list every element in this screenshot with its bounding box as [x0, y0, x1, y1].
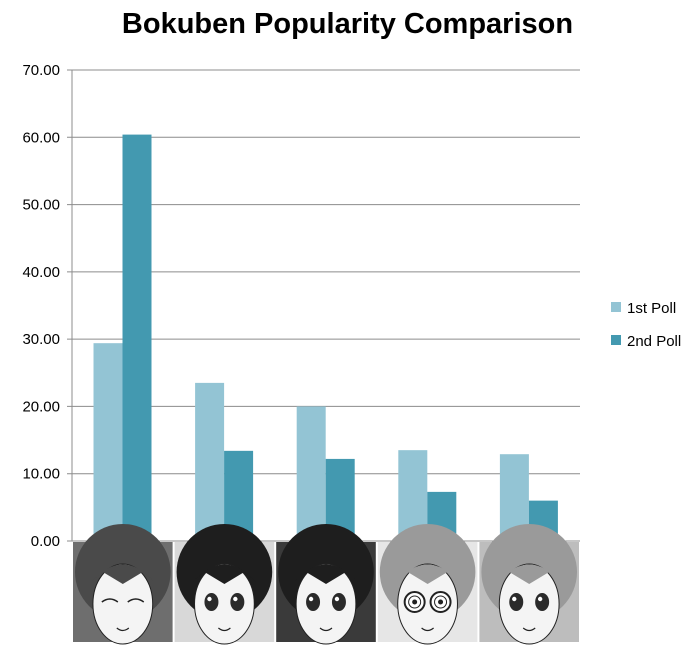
character-portrait-3-icon — [276, 524, 376, 645]
chart-title: Bokuben Popularity Comparison — [0, 8, 695, 41]
legend-swatch-2 — [611, 335, 621, 345]
y-tick-label: 20.00 — [22, 398, 60, 415]
character-portrait-4-icon — [377, 524, 478, 645]
legend-label-1: 1st Poll — [627, 300, 676, 317]
y-tick-label: 30.00 — [22, 331, 60, 348]
bar-1-3 — [296, 406, 326, 541]
y-tick-label: 60.00 — [22, 129, 60, 146]
y-axis-ticks: 0.00 10.00 20.00 30.00 40.00 50.00 60.00 70.00 — [22, 62, 60, 550]
y-tick-label: 0.00 — [31, 533, 60, 550]
y-tick-label: 10.00 — [22, 466, 60, 483]
legend-label-2: 2nd Poll — [627, 333, 681, 350]
y-tick-label: 70.00 — [22, 62, 60, 79]
bar-1-1 — [93, 343, 123, 541]
legend: 1st Poll 2nd Poll — [611, 300, 681, 350]
bars — [93, 134, 558, 541]
character-portrait-5-icon — [479, 524, 579, 645]
y-tick-label: 40.00 — [22, 264, 60, 281]
character-portrait-1-icon — [73, 524, 173, 645]
category-portraits — [73, 524, 579, 645]
chart-title-text: Bokuben Popularity Comparison — [121, 8, 574, 40]
y-tick-label: 50.00 — [22, 197, 60, 214]
character-portrait-2-icon — [174, 524, 275, 645]
bar-1-2 — [195, 382, 225, 541]
legend-swatch-1 — [611, 302, 621, 312]
bar-2-1 — [122, 134, 152, 541]
